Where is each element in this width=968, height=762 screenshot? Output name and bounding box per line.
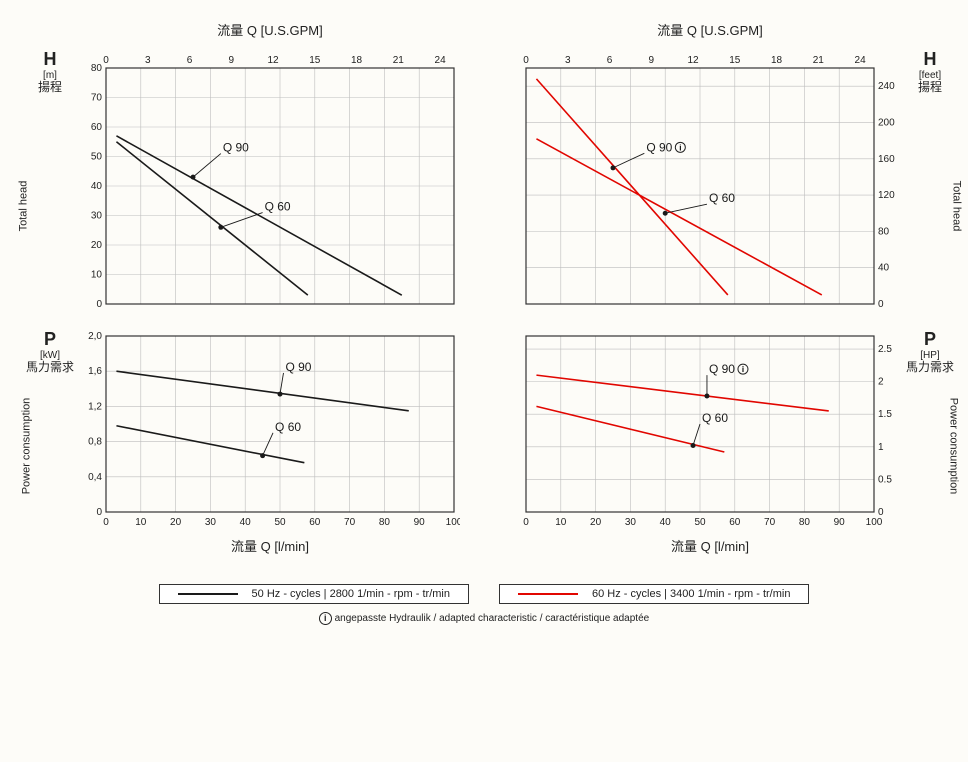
- svg-text:200: 200: [878, 117, 895, 128]
- axis-title-top-right: 流量 Q [U.S.GPM]: [520, 20, 900, 50]
- svg-text:120: 120: [878, 190, 895, 201]
- svg-text:0: 0: [878, 507, 884, 518]
- svg-text:240: 240: [878, 81, 895, 92]
- svg-text:0: 0: [96, 507, 102, 518]
- svg-text:20: 20: [590, 517, 602, 528]
- panel-head-50hz: 0 3 6 9 12 15 18 21 24 0 10 20 30 40 50 60 70 80 Q 90 Q 60: [80, 50, 460, 310]
- svg-text:0: 0: [103, 517, 109, 528]
- svg-text:i: i: [679, 143, 681, 152]
- svg-text:80: 80: [379, 517, 391, 528]
- svg-text:18: 18: [351, 55, 363, 66]
- svg-text:0.5: 0.5: [878, 474, 892, 485]
- svg-text:0: 0: [878, 299, 884, 310]
- svg-text:2: 2: [878, 377, 884, 388]
- svg-text:3: 3: [145, 55, 151, 66]
- svg-text:1.5: 1.5: [878, 409, 892, 420]
- y-right-power: P [HP] 馬力需求 Power consumption: [900, 330, 960, 530]
- legend-60hz: 60 Hz - cycles | 3400 1/min - rpm - tr/m…: [499, 584, 809, 604]
- svg-text:21: 21: [393, 55, 405, 66]
- y-left-power: P [kW] 馬力需求 Power consumption: [20, 330, 80, 530]
- svg-text:Q 60: Q 60: [702, 411, 728, 425]
- panel-head-60hz: 0369121518212404080120160200240Q 90iQ 60: [520, 50, 900, 310]
- svg-text:80: 80: [91, 63, 103, 74]
- svg-text:Q 60: Q 60: [265, 200, 291, 214]
- svg-text:40: 40: [878, 263, 890, 274]
- swatch-red: [518, 593, 578, 595]
- pump-curve-sheet: 流量 Q [U.S.GPM] 流量 Q [U.S.GPM] H [m] 揚程 T…: [20, 20, 948, 625]
- svg-text:1,6: 1,6: [88, 366, 102, 377]
- svg-text:70: 70: [344, 517, 356, 528]
- svg-text:60: 60: [91, 122, 103, 133]
- svg-text:20: 20: [91, 240, 103, 251]
- svg-text:i: i: [742, 365, 744, 374]
- svg-text:160: 160: [878, 154, 895, 165]
- svg-text:40: 40: [91, 181, 103, 192]
- svg-text:10: 10: [91, 270, 103, 281]
- svg-text:15: 15: [729, 55, 741, 66]
- svg-text:15: 15: [309, 55, 321, 66]
- svg-text:100: 100: [866, 517, 883, 528]
- panel-power-50hz: 0 10 20 30 40 50 60 70 80 90 100 0 0,4 0,8 1,2 1,6 2,0 Q …: [80, 330, 460, 530]
- axis-title-top-left: 流量 Q [U.S.GPM]: [80, 20, 460, 50]
- svg-text:Q 60: Q 60: [275, 420, 301, 434]
- footnote: i angepasste Hydraulik / adapted charact…: [20, 612, 948, 625]
- axis-title-bot-left: 流量 Q [l/min]: [80, 530, 460, 570]
- svg-text:3: 3: [565, 55, 571, 66]
- svg-text:100: 100: [446, 517, 460, 528]
- svg-text:60: 60: [729, 517, 741, 528]
- svg-text:9: 9: [648, 55, 654, 66]
- svg-text:0,8: 0,8: [88, 437, 102, 448]
- svg-text:90: 90: [414, 517, 426, 528]
- svg-text:90: 90: [834, 517, 846, 528]
- svg-text:Q 90: Q 90: [223, 141, 249, 155]
- svg-text:70: 70: [91, 93, 103, 104]
- svg-text:1: 1: [878, 442, 884, 453]
- svg-text:24: 24: [855, 55, 867, 66]
- svg-text:30: 30: [205, 517, 217, 528]
- svg-text:20: 20: [170, 517, 182, 528]
- panel-power-60hz: 010203040506070809010000.511.522.5Q 90iQ…: [520, 330, 900, 530]
- chart-grid: 流量 Q [U.S.GPM] 流量 Q [U.S.GPM] H [m] 揚程 T…: [20, 20, 948, 570]
- swatch-black: [178, 593, 238, 595]
- svg-text:30: 30: [625, 517, 637, 528]
- legend: 50 Hz - cycles | 2800 1/min - rpm - tr/m…: [20, 584, 948, 604]
- svg-text:1,2: 1,2: [88, 401, 102, 412]
- svg-text:10: 10: [555, 517, 567, 528]
- svg-text:0,4: 0,4: [88, 472, 102, 483]
- svg-text:Q 60: Q 60: [709, 191, 735, 205]
- svg-text:12: 12: [267, 55, 279, 66]
- svg-text:Q 90: Q 90: [709, 362, 735, 376]
- info-icon: i: [319, 612, 332, 625]
- svg-text:60: 60: [309, 517, 321, 528]
- svg-text:80: 80: [799, 517, 811, 528]
- svg-text:30: 30: [91, 211, 103, 222]
- svg-text:18: 18: [771, 55, 783, 66]
- svg-text:40: 40: [660, 517, 672, 528]
- svg-text:10: 10: [135, 517, 147, 528]
- svg-text:50: 50: [274, 517, 286, 528]
- svg-text:0: 0: [523, 517, 529, 528]
- svg-text:2.5: 2.5: [878, 344, 892, 355]
- svg-text:6: 6: [607, 55, 613, 66]
- svg-text:6: 6: [187, 55, 193, 66]
- svg-text:0: 0: [103, 55, 109, 66]
- svg-text:70: 70: [764, 517, 776, 528]
- svg-text:21: 21: [813, 55, 825, 66]
- svg-text:2,0: 2,0: [88, 331, 102, 342]
- svg-text:Q 90: Q 90: [285, 360, 311, 374]
- svg-text:0: 0: [523, 55, 529, 66]
- y-right-head: H [feet] 揚程 Total head: [900, 50, 960, 310]
- svg-text:24: 24: [435, 55, 447, 66]
- axis-title-bot-right: 流量 Q [l/min]: [520, 530, 900, 570]
- svg-text:50: 50: [694, 517, 706, 528]
- svg-text:Q 90: Q 90: [646, 140, 672, 154]
- legend-50hz: 50 Hz - cycles | 2800 1/min - rpm - tr/m…: [159, 584, 469, 604]
- svg-text:40: 40: [240, 517, 252, 528]
- svg-text:9: 9: [228, 55, 234, 66]
- svg-text:80: 80: [878, 226, 890, 237]
- svg-text:0: 0: [96, 299, 102, 310]
- svg-text:12: 12: [687, 55, 699, 66]
- y-left-head: H [m] 揚程 Total head: [20, 50, 80, 310]
- svg-text:50: 50: [91, 152, 103, 163]
